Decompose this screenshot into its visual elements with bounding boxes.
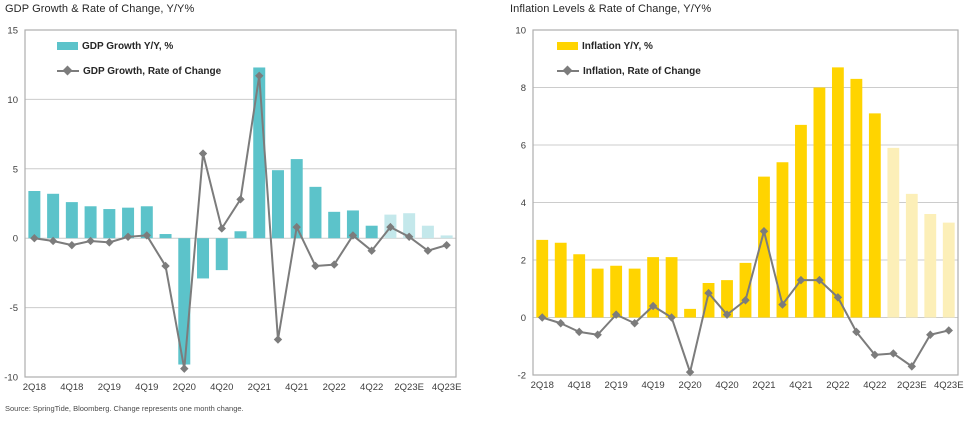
svg-text:2Q20: 2Q20 (678, 380, 701, 391)
gdp-growth-chart: GDP Growth & Rate of Change, Y/Y% GDP Gr… (0, 0, 480, 405)
svg-text:-2: -2 (518, 371, 526, 382)
legend-entry-bars: GDP Growth Y/Y, % (57, 38, 221, 54)
svg-text:2Q23E: 2Q23E (394, 382, 424, 393)
svg-text:2Q21: 2Q21 (248, 382, 271, 393)
svg-text:4Q20: 4Q20 (210, 382, 233, 393)
line-legend-sample (557, 65, 579, 76)
svg-text:0: 0 (521, 313, 526, 324)
svg-text:4Q18: 4Q18 (60, 382, 83, 393)
line-legend-label: Inflation, Rate of Change (583, 65, 701, 77)
diamond-marker-icon (62, 65, 73, 76)
svg-text:-5: -5 (10, 303, 18, 314)
gdp-chart-title: GDP Growth & Rate of Change, Y/Y% (5, 3, 195, 15)
bar-legend-label: Inflation Y/Y, % (582, 40, 653, 52)
diamond-marker-icon (562, 65, 573, 76)
legend-entry-line: Inflation, Rate of Change (557, 63, 701, 79)
svg-text:0: 0 (13, 234, 18, 245)
svg-text:2Q19: 2Q19 (98, 382, 121, 393)
source-note: Source: SpringTide, Bloomberg. Change re… (5, 404, 244, 413)
inflation-chart-legend: Inflation Y/Y, % Inflation, Rate of Chan… (557, 38, 701, 88)
bar-legend-swatch (57, 42, 78, 50)
svg-text:2Q18: 2Q18 (23, 382, 46, 393)
inflation-chart: Inflation Levels & Rate of Change, Y/Y% … (488, 0, 968, 405)
legend-entry-line: GDP Growth, Rate of Change (57, 63, 221, 79)
svg-text:6: 6 (521, 141, 526, 152)
line-legend-sample (57, 65, 79, 76)
bar-legend-swatch (557, 42, 578, 50)
svg-text:15: 15 (7, 26, 18, 37)
svg-text:4Q21: 4Q21 (789, 380, 812, 391)
svg-text:4Q22: 4Q22 (360, 382, 383, 393)
svg-text:2Q23E: 2Q23E (897, 380, 927, 391)
svg-text:4Q21: 4Q21 (285, 382, 308, 393)
svg-text:4Q20: 4Q20 (715, 380, 738, 391)
svg-text:4Q18: 4Q18 (568, 380, 591, 391)
svg-text:2: 2 (521, 256, 526, 267)
svg-text:8: 8 (521, 83, 526, 94)
svg-text:2Q20: 2Q20 (173, 382, 196, 393)
svg-text:4Q23E: 4Q23E (432, 382, 462, 393)
svg-text:2Q21: 2Q21 (752, 380, 775, 391)
legend-entry-bars: Inflation Y/Y, % (557, 38, 701, 54)
gdp-chart-legend: GDP Growth Y/Y, % GDP Growth, Rate of Ch… (57, 38, 221, 88)
svg-text:-10: -10 (4, 373, 18, 384)
inflation-chart-title: Inflation Levels & Rate of Change, Y/Y% (510, 3, 712, 15)
svg-text:4Q19: 4Q19 (641, 380, 664, 391)
svg-text:4Q23E: 4Q23E (934, 380, 964, 391)
svg-text:4Q19: 4Q19 (135, 382, 158, 393)
svg-text:2Q18: 2Q18 (531, 380, 554, 391)
svg-text:4Q22: 4Q22 (863, 380, 886, 391)
svg-text:10: 10 (515, 26, 526, 37)
svg-text:2Q19: 2Q19 (605, 380, 628, 391)
gdp-chart-canvas: -10 -5 0 5 10 15 2Q18 4Q18 2Q19 4Q19 2Q20 4Q20 2Q21 4… (4, 26, 462, 394)
svg-text:2Q22: 2Q22 (323, 382, 346, 393)
svg-text:5: 5 (13, 164, 18, 175)
inflation-chart-canvas: -2 0 2 4 6 8 10 2Q18 4Q18 2Q19 4Q19 2Q20 4Q20 2Q21 4Q2… (515, 26, 964, 392)
bar-legend-label: GDP Growth Y/Y, % (82, 40, 174, 52)
svg-text:4: 4 (521, 198, 526, 209)
svg-text:2Q22: 2Q22 (826, 380, 849, 391)
svg-text:10: 10 (7, 95, 18, 106)
line-legend-label: GDP Growth, Rate of Change (83, 65, 222, 77)
